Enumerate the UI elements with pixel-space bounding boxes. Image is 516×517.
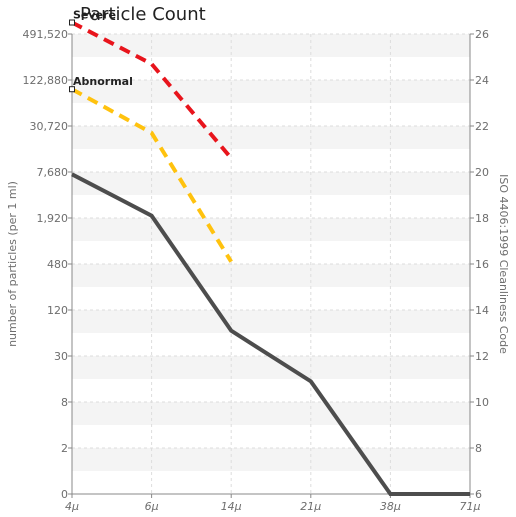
background-band [72, 34, 470, 57]
series-line-severe [71, 20, 233, 160]
y-tick-label: 480 [47, 258, 68, 271]
y-tick-label: 30 [54, 350, 68, 363]
x-tick-label: 14μ [221, 500, 242, 513]
chart-title: Particle Count [80, 4, 206, 25]
y-tick-label: 122,880 [23, 74, 69, 87]
y-tick-label: 30,720 [30, 120, 69, 133]
background-band [72, 126, 470, 149]
series-label-severe: Severe [73, 9, 116, 22]
background-band [72, 218, 470, 241]
y-tick-label: 7,680 [37, 166, 69, 179]
background-band [72, 402, 470, 425]
x-tick-label: 71μ [460, 500, 481, 513]
y2-tick-label: 18 [475, 212, 489, 225]
y2-tick-label: 16 [475, 258, 489, 271]
series-markers: Severe Abnormal [69, 9, 133, 93]
y2-tick-label: 12 [475, 350, 489, 363]
y2-tick-label: 6 [475, 488, 482, 501]
series-label-abnormal: Abnormal [73, 75, 133, 88]
y2-tick-label: 24 [475, 74, 489, 87]
x-tick-label: 4μ [65, 500, 79, 513]
background-band [72, 356, 470, 379]
background-band [72, 310, 470, 333]
y2-tick-label: 10 [475, 396, 489, 409]
series-marker-abnormal [69, 86, 75, 93]
y-axis-label: number of particles (per 1 ml) [6, 181, 19, 347]
y-tick-label: 2 [61, 442, 68, 455]
y-tick-label: 1,920 [37, 212, 69, 225]
x-axis-ticks: 4μ 6μ 14μ 21μ 38μ 71μ [65, 494, 481, 513]
x-tick-label: 21μ [300, 500, 321, 513]
y2-axis-label: ISO 4406:1999 Cleanliness Code [497, 174, 510, 354]
plot-background-bands [72, 34, 470, 471]
series-marker-severe [69, 19, 75, 26]
background-band [72, 448, 470, 471]
y2-tick-label: 22 [475, 120, 489, 133]
y2-axis-ticks: 6 8 10 12 14 16 18 20 22 24 26 [470, 28, 489, 501]
y-tick-label: 120 [47, 304, 68, 317]
background-band [72, 264, 470, 287]
x-tick-label: 6μ [145, 500, 159, 513]
series-line-measured [71, 172, 470, 496]
y2-tick-label: 26 [475, 28, 489, 41]
y-tick-label: 491,520 [23, 28, 69, 41]
y2-tick-label: 20 [475, 166, 489, 179]
y2-tick-label: 14 [475, 304, 489, 317]
x-tick-label: 38μ [380, 500, 401, 513]
y-tick-label: 0 [61, 488, 68, 501]
background-band [72, 172, 470, 195]
y-axis-ticks: 0 2 8 30 120 480 1,920 7,680 30,720 122,880 491,52… [23, 28, 72, 501]
y-tick-label: 8 [61, 396, 68, 409]
y2-tick-label: 8 [475, 442, 482, 455]
background-band [72, 80, 470, 103]
